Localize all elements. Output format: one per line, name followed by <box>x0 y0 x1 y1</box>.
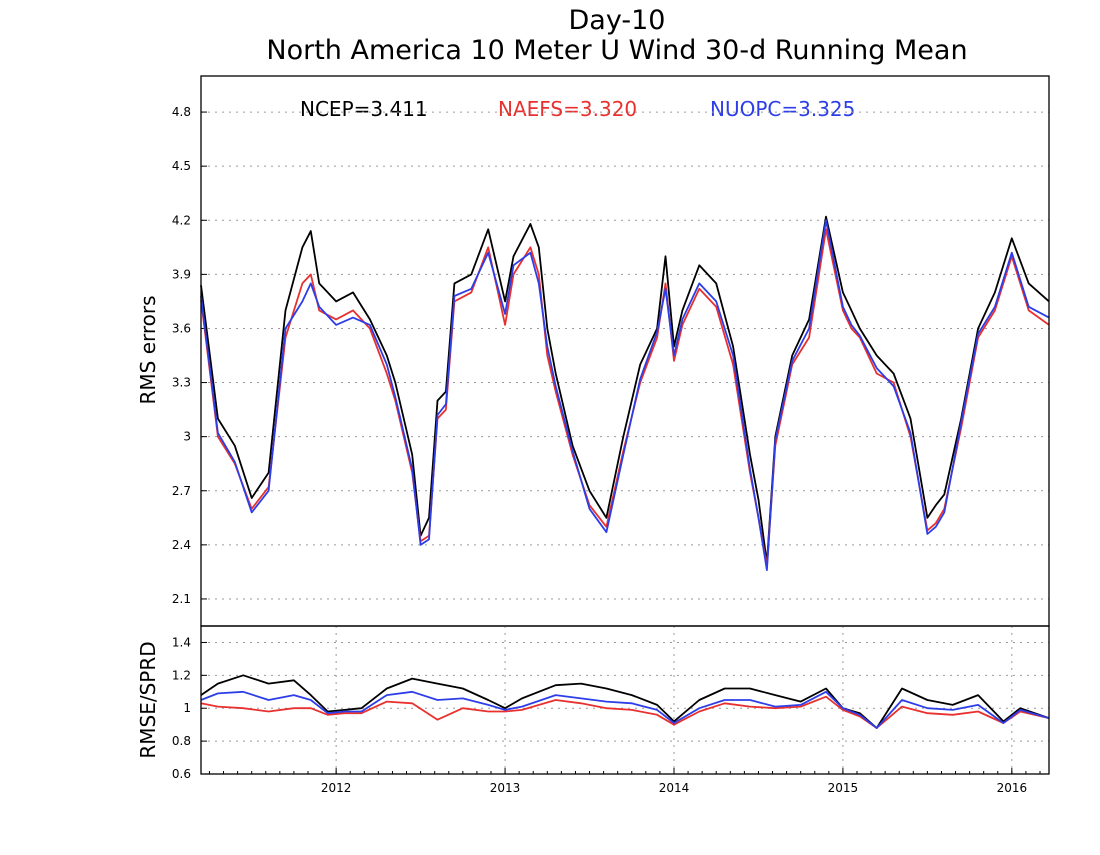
top-y-tick-label: 2.1 <box>172 592 191 606</box>
chart-title: Day-10 <box>569 5 666 36</box>
bottom-y-tick-label: 0.6 <box>172 767 191 781</box>
bottom-panel-y-axis-label: RMSE/SPRD <box>136 641 160 758</box>
bottom-series-line-2 <box>200 690 1050 729</box>
chart-subtitle: North America 10 Meter U Wind 30-d Runni… <box>266 35 967 66</box>
bottom-y-tick-label: 0.8 <box>172 734 191 748</box>
top-panel-y-axis-label: RMS errors <box>136 295 160 404</box>
top-y-tick-label: 4.5 <box>172 159 191 173</box>
top-y-tick-label: 4.8 <box>172 105 191 119</box>
bottom-series-line-0 <box>200 674 1050 729</box>
top-y-tick-label: 3.6 <box>172 321 191 335</box>
bottom-x-tick-label: 2012 <box>321 781 352 795</box>
legend-ncep-label: NCEP=3.411 <box>300 97 428 121</box>
top-y-tick-label: 3.9 <box>172 267 191 281</box>
top-panel: 2.1 2.4 2.7 3 3.3 3.6 3.9 4.2 4.5 4.8 <box>172 75 1050 627</box>
top-y-tick-label: 4.2 <box>172 213 191 227</box>
legend-naefs-label: NAEFS=3.320 <box>498 97 637 121</box>
bottom-x-tick-label: 2014 <box>659 781 690 795</box>
bottom-series-line-1 <box>200 695 1050 729</box>
legend-nuopc-label: NUOPC=3.325 <box>710 97 855 121</box>
top-panel-frame <box>200 75 1050 627</box>
bottom-panel: 0.6 0.8 1 1.2 1.4 2012 2013 2014 2015 2016 <box>172 625 1050 795</box>
bottom-panel-frame <box>200 625 1050 775</box>
top-y-tick-label: 3.3 <box>172 376 191 390</box>
top-series-line-nuopc <box>200 219 1050 571</box>
bottom-y-tick-label: 1.2 <box>172 668 191 682</box>
top-y-tick-label: 2.7 <box>172 484 191 498</box>
top-y-tick-label: 2.4 <box>172 538 191 552</box>
top-y-tick-label: 3 <box>183 430 191 444</box>
bottom-y-tick-label: 1.4 <box>172 635 191 649</box>
bottom-x-tick-label: 2013 <box>490 781 521 795</box>
bottom-x-tick-label: 2016 <box>997 781 1028 795</box>
bottom-y-tick-label: 1 <box>183 701 191 715</box>
bottom-x-tick-label: 2015 <box>828 781 859 795</box>
top-series-line-naefs <box>200 228 1050 568</box>
top-series-line-ncep <box>200 215 1050 564</box>
